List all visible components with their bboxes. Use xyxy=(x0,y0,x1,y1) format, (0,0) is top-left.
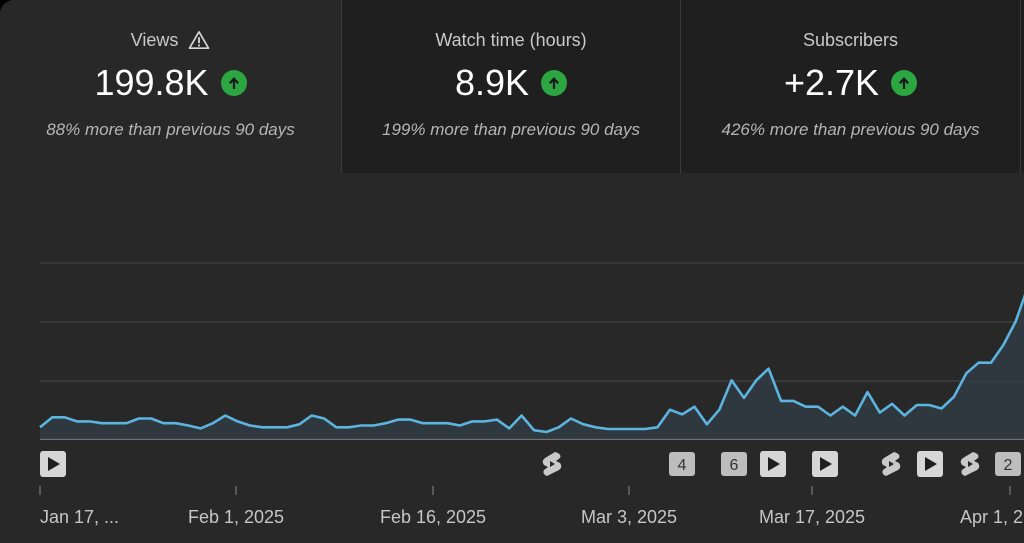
play-icon xyxy=(820,457,832,471)
x-tick-label: Jan 17, ... xyxy=(40,507,119,527)
tab-watch-time-label: Watch time (hours) xyxy=(435,29,587,50)
views-line xyxy=(39,293,1024,434)
tab-views[interactable]: Views 199.8K 88% more than previous 90 d… xyxy=(0,0,341,173)
count-marker-label: 2 xyxy=(1004,457,1013,474)
count-marker-label: 4 xyxy=(678,457,687,474)
tab-watch-time-value-row: 8.9K xyxy=(342,60,680,106)
count-marker[interactable] xyxy=(669,452,695,476)
shorts-play-icon xyxy=(550,461,555,467)
tab-subscribers[interactable]: Subscribers +2.7K 426% more than previou… xyxy=(680,0,1020,173)
chart-area: Jan 17, ... Feb 1, 2025 Feb 16, 2025 Mar 3,… xyxy=(0,173,1024,543)
play-icon xyxy=(768,457,780,471)
play-icon xyxy=(48,457,60,471)
tab-overflow-edge xyxy=(1020,0,1024,173)
watch-time-value: 8.9K xyxy=(454,62,530,103)
views-area xyxy=(40,297,1024,439)
warning-icon[interactable] xyxy=(188,30,210,50)
tab-subscribers-label-row: Subscribers xyxy=(681,29,1020,51)
trend-up-icon xyxy=(541,70,568,96)
views-chart: Jan 17, ... Feb 1, 2025 Feb 16, 2025 Mar 3,… xyxy=(39,262,1024,527)
tab-views-value-row: 199.8K xyxy=(0,60,341,106)
x-tick-label: Apr 1, 2 xyxy=(960,507,1023,527)
watch-time-comparison: 199% more than previous 90 days xyxy=(382,120,640,139)
subscribers-comparison: 426% more than previous 90 days xyxy=(721,120,980,139)
tab-watch-time-label-row: Watch time (hours) xyxy=(342,29,680,51)
trend-up-icon xyxy=(220,70,247,96)
tab-subscribers-label: Subscribers xyxy=(802,29,899,50)
count-marker[interactable] xyxy=(995,452,1021,476)
shorts-play-icon xyxy=(968,461,973,467)
metric-tabs: Views 199.8K 88% more than previous 90 d… xyxy=(0,0,1024,173)
x-tick-label: Mar 3, 2025 xyxy=(581,507,677,527)
x-tick-label: Feb 16, 2025 xyxy=(380,507,486,527)
trend-up-icon xyxy=(891,70,918,96)
count-marker[interactable] xyxy=(721,452,747,476)
tab-views-label-row: Views xyxy=(0,29,341,51)
tab-watch-time[interactable]: Watch time (hours) 8.9K 199% more than p… xyxy=(341,0,680,173)
tab-views-label: Views xyxy=(130,29,179,50)
subscribers-value: +2.7K xyxy=(783,62,880,103)
shorts-play-icon xyxy=(889,461,894,467)
play-icon xyxy=(925,457,937,471)
views-value: 199.8K xyxy=(94,62,209,103)
tab-subscribers-value-row: +2.7K xyxy=(681,60,1020,106)
views-comparison: 88% more than previous 90 days xyxy=(46,120,295,139)
x-tick-label: Mar 17, 2025 xyxy=(759,507,865,527)
count-marker-label: 6 xyxy=(730,457,739,474)
x-tick-label: Feb 1, 2025 xyxy=(188,507,284,527)
